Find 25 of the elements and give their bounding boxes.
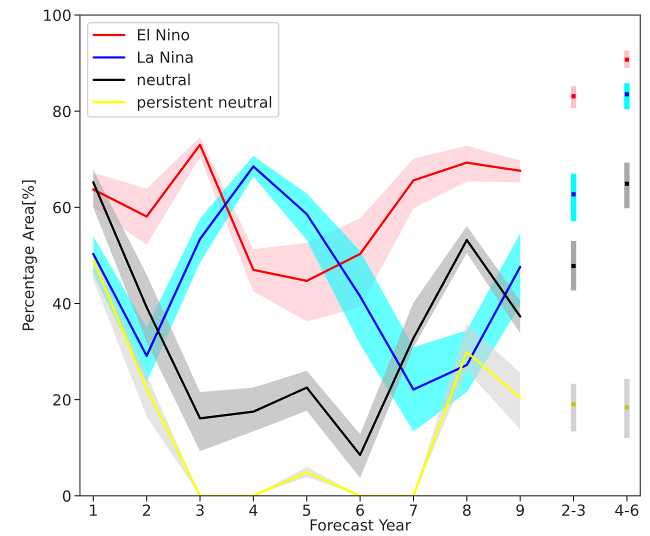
y-tick-label: 20 (53, 394, 71, 406)
line-series (92, 144, 522, 282)
x-tick-label: 5 (303, 504, 310, 516)
x-tick-label: 3 (196, 504, 204, 516)
line-series (92, 165, 522, 391)
y-tick-label: 0 (62, 490, 71, 502)
x-tick-label: 9 (516, 504, 524, 516)
legend-label: neutral (138, 74, 190, 86)
x-tick-label: 4 (249, 504, 258, 516)
y-tick-label: 80 (53, 106, 71, 118)
x-tick-label: 8 (463, 504, 471, 516)
legend-label: La Nina (138, 51, 193, 64)
x-tick-label: 2 (142, 504, 150, 516)
y-tick-label: 100 (44, 9, 71, 22)
x-tick-label: 2-3 (562, 504, 585, 516)
y-tick-label: 40 (52, 298, 71, 310)
y-axis-title: Percentage Area[%] (22, 180, 37, 330)
x-axis-title: Forecast Year (310, 519, 412, 531)
legend-label: El Nino (138, 28, 190, 41)
x-tick-label: 7 (410, 504, 418, 516)
legend-label: persistent neutral (138, 96, 272, 111)
x-tick-label: 6 (356, 504, 364, 516)
x-tick-label: 1 (90, 504, 97, 516)
y-tick-label: 60 (53, 202, 71, 214)
x-tick-label: 4-6 (615, 504, 638, 516)
